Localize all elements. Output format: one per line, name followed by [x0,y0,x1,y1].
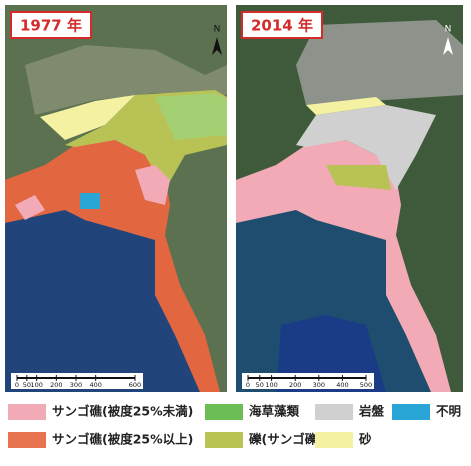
north-arrow [443,37,453,55]
legend-swatch [205,432,243,448]
scale-label: 100 [265,381,277,389]
scale-label: 200 [289,381,301,389]
scale-label: 50 [23,381,31,389]
scale-label: 100 [30,381,42,389]
legend-swatch [205,404,243,420]
scale-label: 300 [70,381,82,389]
year-label: 1977 年 [20,17,82,35]
scale-label: 200 [50,381,62,389]
legend-swatch [315,432,353,448]
label-box [10,11,92,39]
gravel [326,165,391,190]
legend-label: 不明 [436,404,461,419]
reef-sparse [15,195,45,220]
reef-sparse [236,140,451,392]
reef-dense [5,140,220,392]
label-box [241,11,323,39]
north-arrow [212,37,222,55]
legend-label: 礫(サンゴ礫) [248,432,323,447]
scale-label: 0 [246,381,250,389]
sand [306,97,386,115]
legend-swatch [8,404,46,420]
village [25,45,227,115]
scale-label: 0 [15,381,19,389]
seagrass [155,93,227,140]
rock [296,105,436,190]
scale-label: 500 [360,381,372,389]
deep-sea [276,315,386,392]
legend-label: 砂 [358,432,372,447]
north-label: N [445,25,452,35]
sea [5,210,200,392]
map-2014: 2014 年 N 0 50 100 200 300 400 500 [236,5,463,392]
legend-label: 海草藻類 [249,404,300,419]
year-label: 2014 年 [251,17,313,35]
village [296,20,463,105]
legend-swatch [392,404,430,420]
unknown [80,193,100,209]
scale-label: 50 [256,381,264,389]
north-label: N [214,25,221,35]
legend-swatch [8,432,46,448]
map-1977: 1977 年 N 0 50 100 200 300 400 600 [5,5,227,392]
scale-label: 400 [336,381,348,389]
scale-label: 300 [313,381,325,389]
scale-label: 600 [129,381,141,389]
reef-sparse [135,165,170,205]
sand [40,95,135,140]
legend-label: サンゴ礁(被度25%未満) [52,404,193,419]
legend-label: サンゴ礁(被度25%以上) [52,432,193,447]
scale-label: 400 [89,381,101,389]
legend-label: 岩盤 [358,404,385,419]
legend-swatch [315,404,353,420]
